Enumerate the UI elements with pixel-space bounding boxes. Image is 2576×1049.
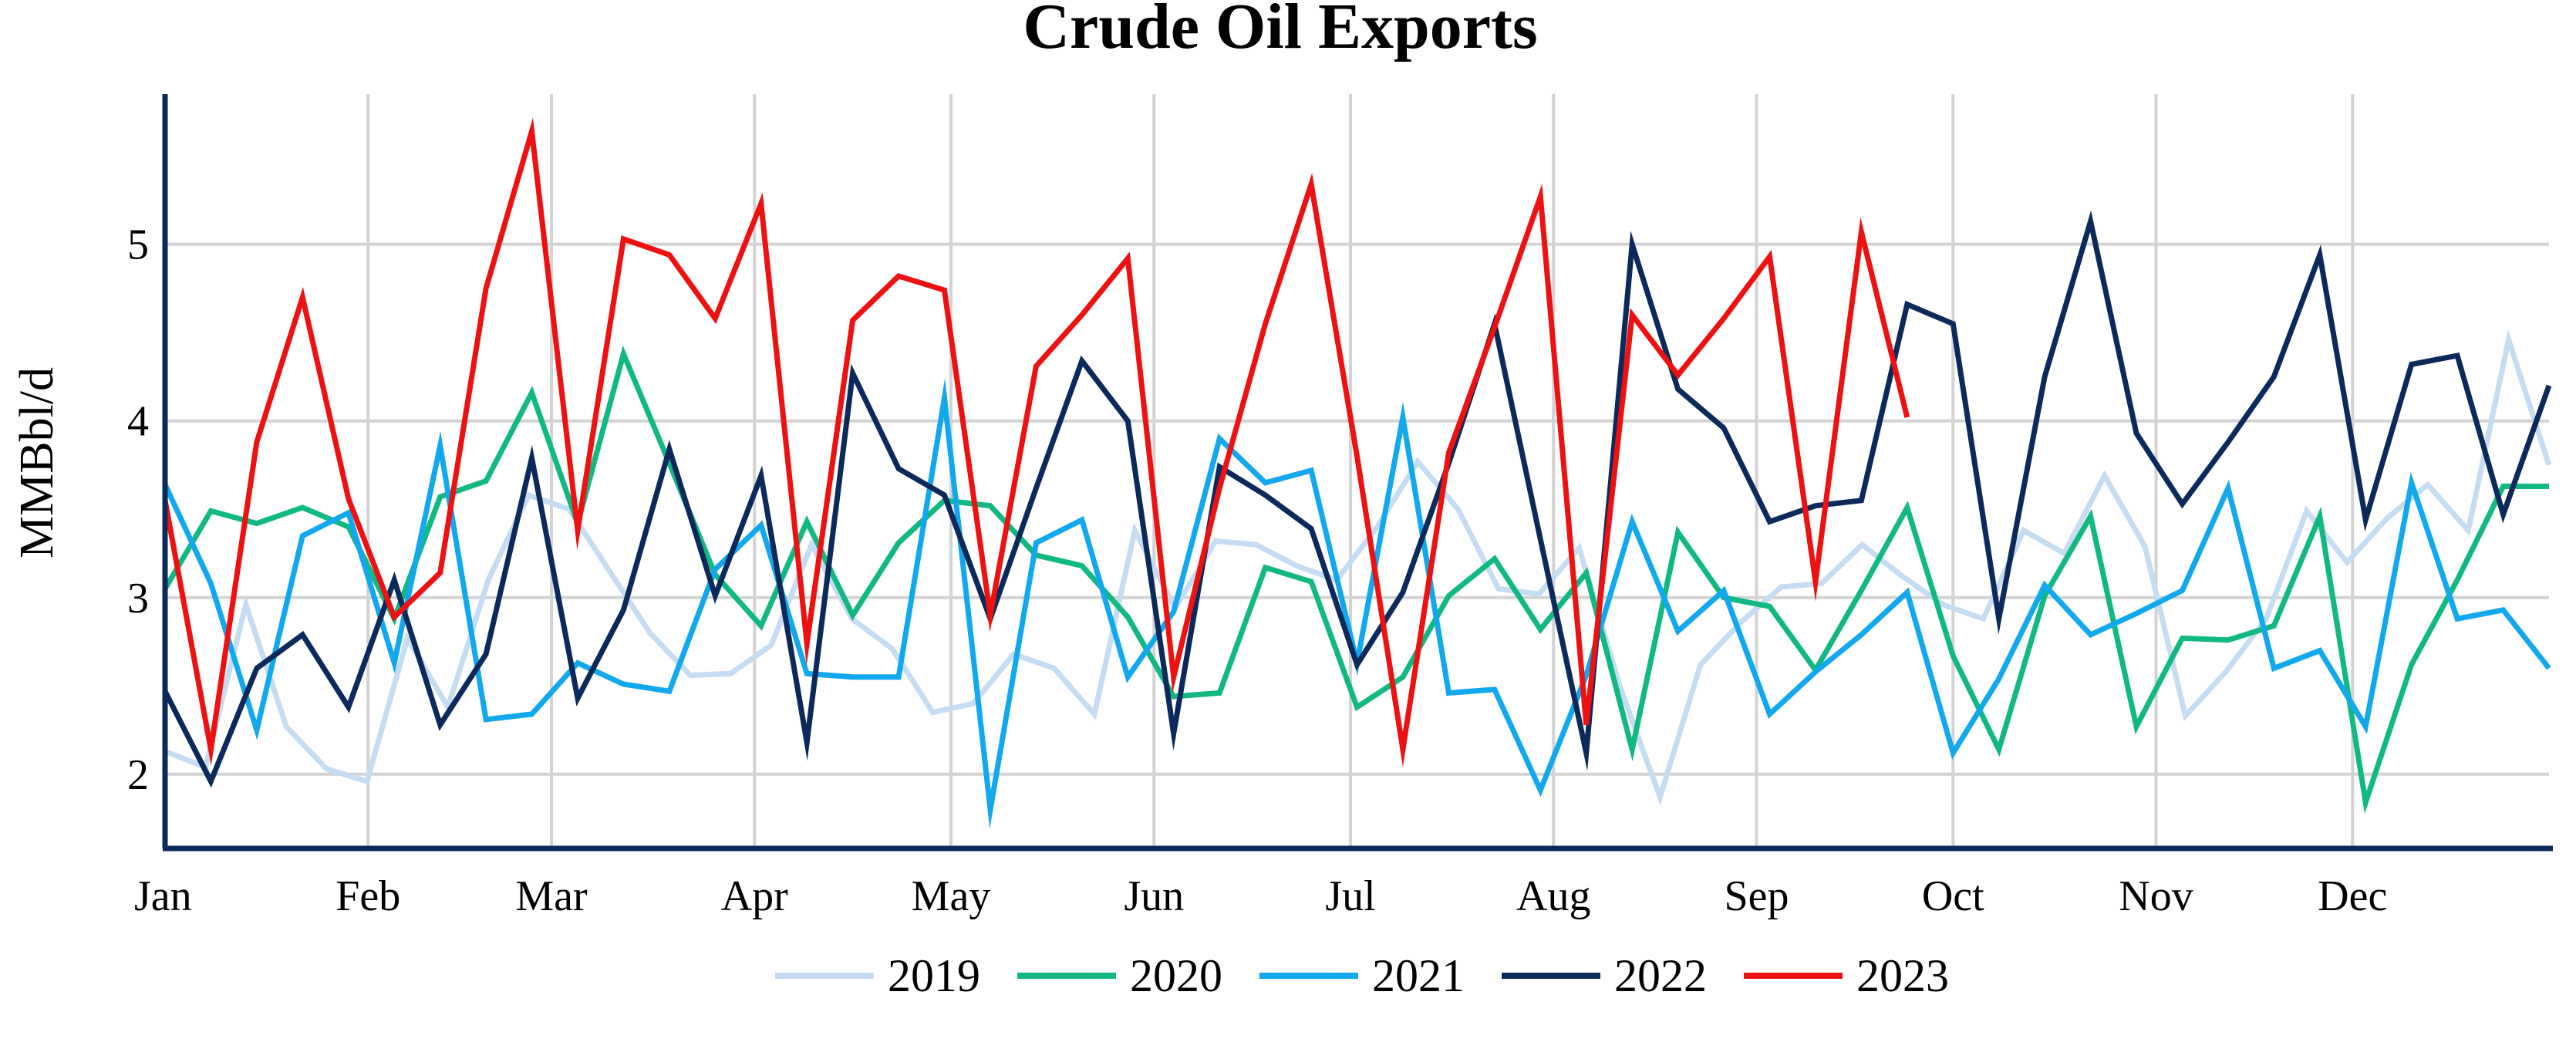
legend-label-2020: 2020	[1130, 950, 1222, 1001]
y-tick-label: 2	[127, 751, 149, 799]
legend: 2019 2020 2021 2022 2023	[775, 950, 1949, 1001]
y-axis-ticks: 2 3 4 5	[127, 221, 149, 799]
x-tick-label: Aug	[1516, 872, 1590, 920]
x-tick-label: Jul	[1325, 872, 1375, 920]
y-tick-label: 5	[127, 221, 149, 269]
series-line-2020	[162, 345, 2549, 815]
y-tick-label: 4	[127, 398, 149, 446]
x-tick-label: Jun	[1124, 872, 1184, 920]
series-line-2019	[164, 329, 2552, 806]
y-tick-label: 3	[127, 575, 149, 622]
x-tick-label: Oct	[1922, 872, 1984, 920]
legend-label-2021: 2021	[1372, 950, 1465, 1001]
legend-label-2022: 2022	[1614, 950, 1707, 1001]
x-tick-label: May	[912, 872, 991, 920]
x-tick-label: Feb	[335, 872, 400, 920]
series-line-2022	[162, 210, 2552, 788]
legend-label-2019: 2019	[888, 950, 980, 1001]
x-tick-label: Apr	[721, 872, 788, 920]
chart-title: Crude Oil Exports	[1023, 0, 1537, 62]
y-axis-label: MMBbl/d	[11, 367, 63, 558]
x-axis-ticks: Jan Feb Mar Apr May Jun Jul Aug Sep Oct Nov Dec	[134, 872, 2387, 920]
series-line-2023	[162, 117, 1910, 767]
series-lines	[162, 117, 2552, 829]
legend-label-2023: 2023	[1856, 950, 1949, 1001]
x-tick-label: Sep	[1724, 872, 1789, 920]
x-tick-label: Nov	[2119, 872, 2193, 920]
x-tick-label: Dec	[2318, 872, 2387, 920]
x-tick-label: Mar	[515, 872, 588, 920]
x-tick-label: Jan	[134, 872, 192, 920]
